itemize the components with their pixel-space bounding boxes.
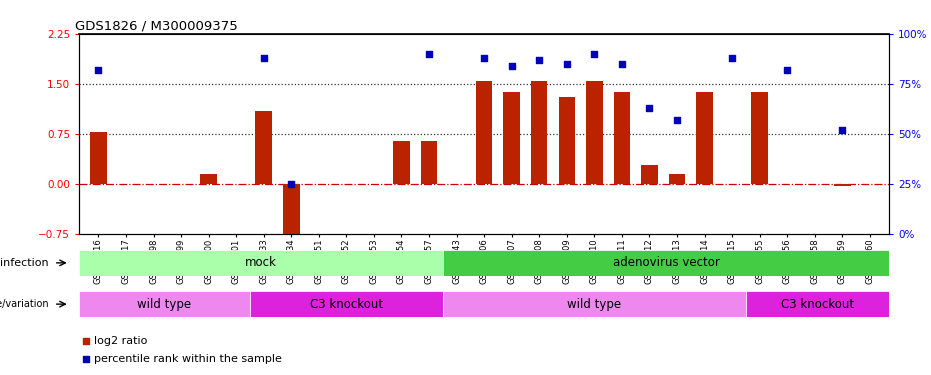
- Text: wild type: wild type: [138, 298, 192, 310]
- Bar: [421, 141, 438, 184]
- Bar: [559, 97, 575, 184]
- Bar: [586, 81, 602, 184]
- Bar: [79, 291, 250, 317]
- Point: [532, 57, 546, 63]
- Text: GDS1826 / M300009375: GDS1826 / M300009375: [75, 20, 237, 33]
- Bar: [476, 81, 492, 184]
- Bar: [746, 291, 889, 317]
- Bar: [504, 92, 519, 184]
- Point: [368, 271, 383, 277]
- Text: genotype/variation: genotype/variation: [0, 299, 49, 309]
- Point: [368, 100, 383, 106]
- Text: C3 knockout: C3 knockout: [310, 298, 383, 310]
- Bar: [641, 165, 657, 184]
- Text: mock: mock: [245, 256, 277, 269]
- Bar: [443, 250, 889, 276]
- Point: [505, 63, 519, 69]
- Text: percentile rank within the sample: percentile rank within the sample: [94, 354, 282, 364]
- Bar: [696, 92, 713, 184]
- Text: wild type: wild type: [567, 298, 621, 310]
- Bar: [531, 81, 547, 184]
- Bar: [751, 92, 768, 184]
- Point: [477, 55, 492, 61]
- Bar: [283, 184, 300, 244]
- Point: [422, 51, 437, 57]
- Bar: [90, 132, 107, 184]
- Text: adenovirus vector: adenovirus vector: [613, 256, 720, 269]
- Bar: [443, 291, 746, 317]
- Point: [614, 61, 629, 67]
- Point: [560, 61, 574, 67]
- Point: [724, 55, 739, 61]
- Text: C3 knockout: C3 knockout: [781, 298, 854, 310]
- Bar: [614, 92, 630, 184]
- Point: [91, 67, 106, 73]
- Point: [587, 51, 601, 57]
- Bar: [200, 174, 217, 184]
- Point: [835, 127, 850, 133]
- Text: infection: infection: [0, 258, 49, 268]
- Bar: [393, 141, 410, 184]
- Bar: [834, 184, 851, 186]
- Text: log2 ratio: log2 ratio: [94, 336, 147, 345]
- Bar: [79, 250, 443, 276]
- Point: [669, 117, 684, 123]
- Point: [256, 55, 271, 61]
- Bar: [255, 111, 272, 184]
- Point: [642, 105, 657, 111]
- Point: [780, 67, 795, 73]
- Bar: [668, 174, 685, 184]
- Point: [284, 181, 299, 187]
- Bar: [250, 291, 443, 317]
